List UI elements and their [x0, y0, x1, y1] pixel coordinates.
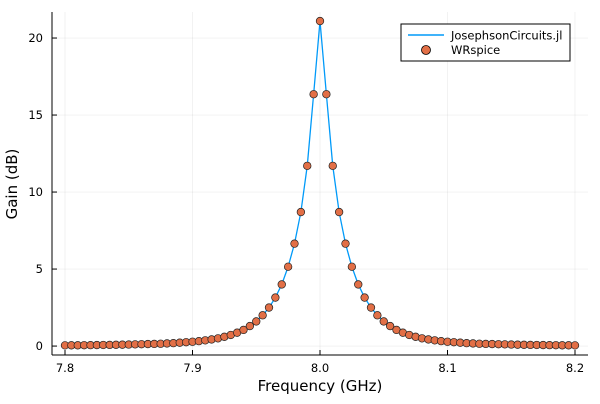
data-point-wrspice [322, 90, 331, 99]
legend: JosephsonCircuits.jl WRspice [400, 23, 571, 62]
legend-marker-swatch [421, 45, 431, 55]
data-point-wrspice [252, 317, 261, 326]
y-tick-label: 10 [28, 185, 43, 199]
x-tick-label: 8.2 [566, 361, 584, 375]
legend-box [400, 23, 571, 62]
x-tick-label: 8.0 [311, 361, 329, 375]
data-point-wrspice [379, 317, 388, 326]
data-point-wrspice [334, 207, 344, 217]
x-axis-label: Frequency (GHz) [258, 377, 383, 395]
data-point-wrspice [264, 303, 274, 312]
data-point-wrspice [385, 321, 395, 331]
data-point-wrspice [360, 293, 369, 302]
data-point-wrspice [570, 341, 580, 350]
data-point-wrspice [271, 293, 280, 302]
data-point-wrspice [315, 16, 325, 26]
legend-label-wrspice: WRspice [451, 43, 500, 57]
x-tick-label: 7.8 [56, 361, 74, 375]
data-point-wrspice [366, 303, 376, 312]
y-tick-label: 15 [28, 108, 43, 122]
data-point-wrspice [239, 325, 248, 335]
y-axis-label: Gain (dB) [3, 149, 21, 220]
y-tick-label: 20 [28, 31, 43, 45]
data-point-wrspice [354, 280, 363, 289]
data-point-wrspice [373, 311, 382, 320]
x-tick-label: 8.1 [438, 361, 456, 375]
grid [52, 12, 588, 355]
data-point-wrspice [303, 161, 312, 171]
x-tick-label: 7.9 [183, 361, 201, 375]
series [60, 16, 580, 350]
data-point-wrspice [277, 280, 286, 289]
data-point-wrspice [296, 207, 306, 217]
data-point-wrspice [341, 239, 350, 248]
y-tick-label: 0 [36, 339, 43, 353]
data-point-wrspice [258, 311, 267, 320]
data-point-wrspice [309, 90, 318, 99]
data-point-wrspice [328, 161, 337, 171]
ticks: 7.8 7.9 8.0 8.1 8.2 0 5 10 15 20 [28, 31, 584, 375]
data-point-wrspice [245, 321, 255, 331]
y-tick-label: 5 [36, 262, 43, 276]
data-point-wrspice [290, 239, 299, 248]
data-point-wrspice [347, 262, 357, 271]
legend-label-josephsoncircuits: JosephsonCircuits.jl [450, 29, 562, 43]
data-point-wrspice [283, 262, 293, 271]
